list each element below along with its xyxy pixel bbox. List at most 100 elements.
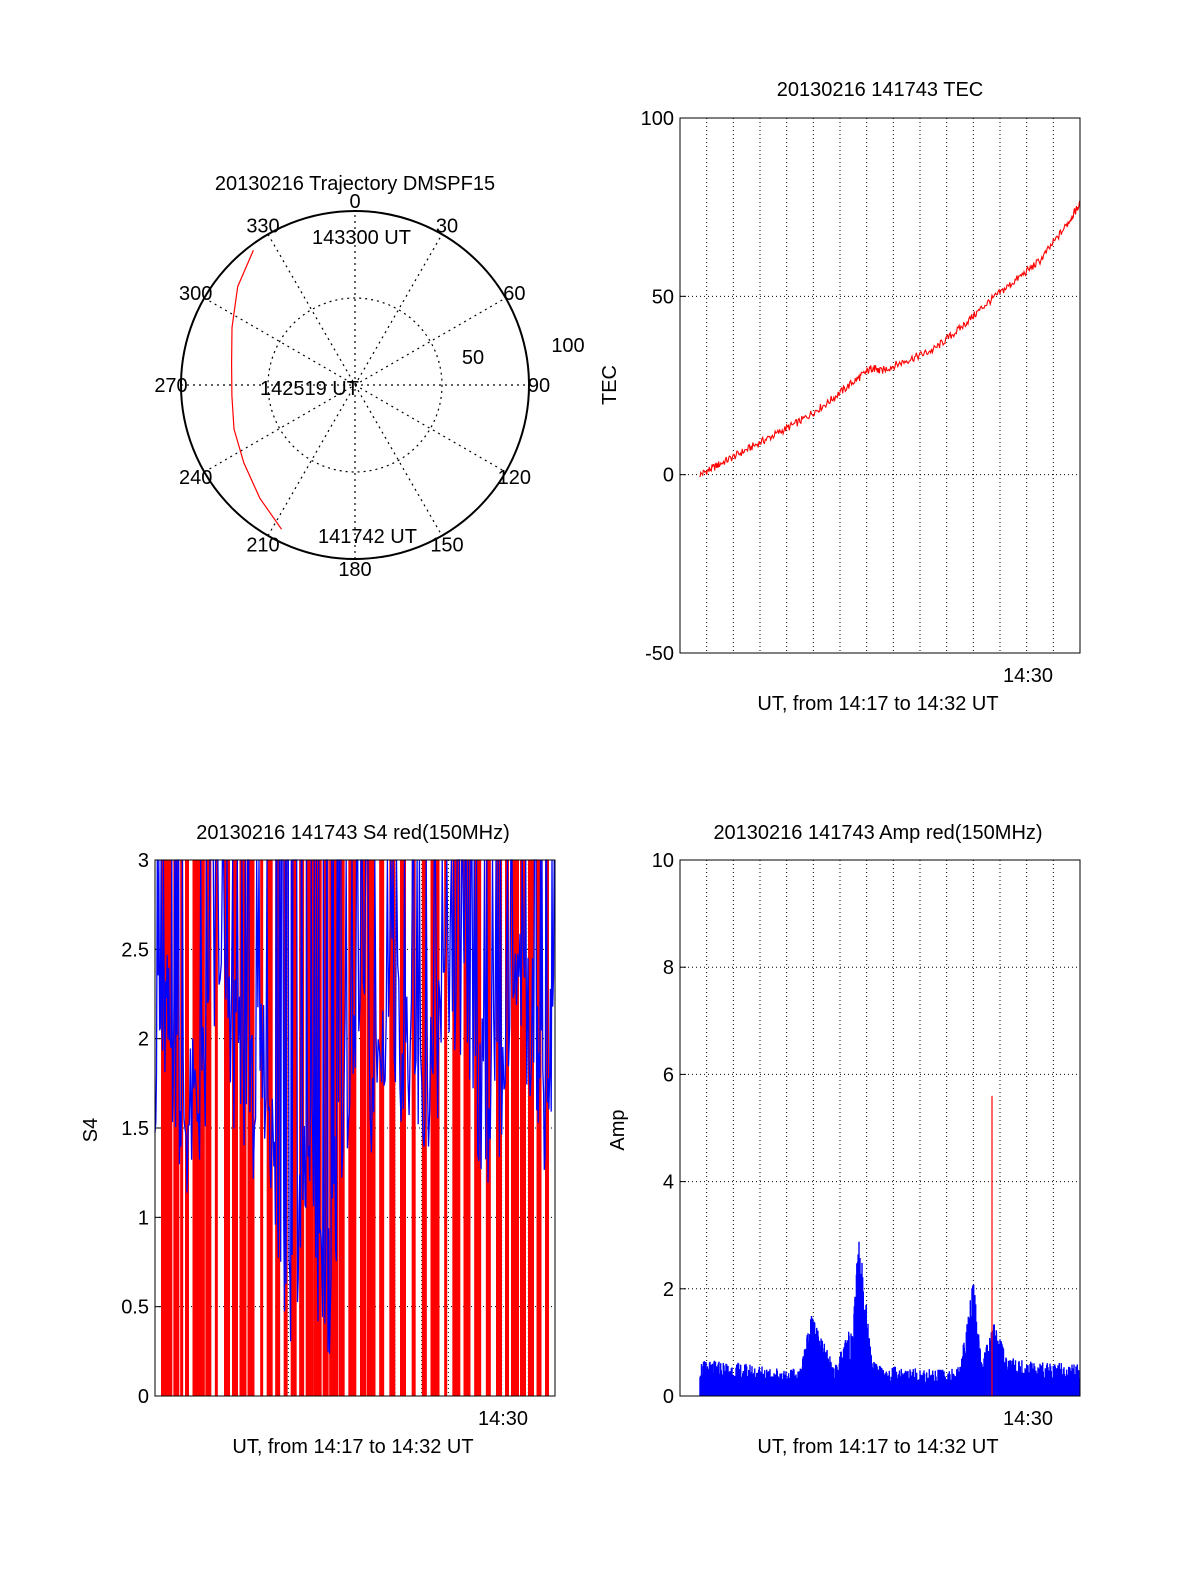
amp-plot-frame: [679, 859, 1081, 1397]
y-tick-label: 0.5: [121, 1297, 149, 1319]
s4-red-spike: [192, 860, 198, 1396]
azimuth-label: 180: [338, 559, 371, 581]
y-tick-label: 2: [138, 1029, 149, 1051]
y-tick-label: 3: [138, 850, 149, 872]
s4-red-spike: [505, 860, 509, 1396]
amp-title: 20130216 141743 Amp red(150MHz): [713, 822, 1042, 844]
trajectory-polar-plot: 20130216 Trajectory DMSPF15 0 30 60 90 120 15…: [154, 173, 584, 581]
s4-red-spike: [400, 860, 406, 1396]
amp-blue-trace: [699, 1241, 1080, 1396]
s4-red-spike: [205, 860, 212, 1396]
polar-inner-ring: [267, 297, 443, 473]
time-label-mid: 142519 UT: [260, 378, 359, 400]
s4-panel: 20130216 141743 S4 red(150MHz) 0 0.5 1 1.5 2…: [80, 822, 556, 1458]
y-tick-label: 100: [641, 108, 674, 130]
s4-title: 20130216 141743 S4 red(150MHz): [196, 822, 510, 844]
s4-red-spike: [239, 860, 247, 1396]
tec-plot-frame: [679, 117, 1081, 654]
amp-grid: [680, 859, 1080, 1397]
y-tick-label: 0: [663, 465, 674, 487]
amp-series: [699, 1095, 1080, 1396]
tec-panel: 20130216 141743 TEC -50 0 50 100 14:30 UT, …: [599, 79, 1081, 715]
s4-red-spike: [389, 860, 396, 1396]
y-tick-label: 2.5: [121, 939, 149, 961]
polar-azimuth-labels: 0 30 60 90 120 150 180 210 240 270 300 330: [154, 191, 550, 581]
s4-red-spike: [214, 860, 218, 1396]
s4-red-spike: [185, 860, 189, 1396]
s4-y-tick-labels: 0 0.5 1 1.5 2 2.5 3: [121, 850, 149, 1408]
s4-red-spike: [173, 860, 180, 1396]
polar-spoke: [267, 234, 443, 536]
tec-title: 20130216 141743 TEC: [777, 79, 983, 101]
s4-plot-frame: [154, 859, 556, 1397]
s4-red-spike: [444, 860, 448, 1396]
s4-red-spike: [260, 860, 264, 1396]
y-tick-label: 8: [663, 957, 674, 979]
s4-red-spike: [452, 860, 461, 1396]
y-tick-label: 0: [138, 1386, 149, 1408]
azimuth-label: 0: [349, 191, 360, 213]
azimuth-label: 300: [179, 283, 212, 305]
y-tick-label: 2: [663, 1279, 674, 1301]
tec-x-tick-label: 14:30: [1003, 665, 1053, 687]
azimuth-label: 30: [436, 216, 458, 238]
s4-red-spike: [247, 860, 255, 1396]
s4-red-spike: [164, 860, 173, 1396]
s4-xlabel: UT, from 14:17 to 14:32 UT: [232, 1436, 473, 1458]
polar-grid: [180, 210, 530, 560]
azimuth-label: 120: [498, 467, 531, 489]
azimuth-label: 90: [528, 375, 550, 397]
polar-title: 20130216 Trajectory DMSPF15: [215, 173, 495, 195]
s4-red-spike: [463, 860, 471, 1396]
time-label-start: 141742 UT: [318, 526, 417, 548]
amp-panel: 20130216 141743 Amp red(150MHz) 0246810 …: [607, 822, 1081, 1458]
polar-radial-label-100: 100: [551, 335, 584, 357]
tec-ylabel: TEC: [599, 365, 621, 405]
s4-red-spike: [360, 860, 366, 1396]
s4-red-spike: [536, 860, 542, 1396]
y-tick-label: 6: [663, 1064, 674, 1086]
trajectory-track: [230, 249, 282, 530]
tec-xlabel: UT, from 14:17 to 14:32 UT: [757, 693, 998, 715]
s4-series: [154, 859, 555, 1396]
y-tick-label: 0: [663, 1386, 674, 1408]
s4-red-spike: [430, 860, 440, 1396]
azimuth-label: 330: [246, 216, 279, 238]
s4-red-spike: [290, 860, 297, 1396]
y-tick-label: -50: [645, 643, 674, 665]
azimuth-label: 270: [154, 375, 187, 397]
amp-x-tick-label: 14:30: [1003, 1408, 1053, 1430]
azimuth-label: 60: [503, 283, 525, 305]
tec-line: [699, 200, 1081, 478]
amp-ylabel: Amp: [607, 1109, 629, 1150]
azimuth-label: 240: [179, 467, 212, 489]
tec-grid: [680, 117, 1080, 654]
s4-x-tick-label: 14:30: [478, 1408, 528, 1430]
s4-red-spike: [511, 860, 519, 1396]
amp-y-tick-labels: 0 2 4 6 8 10: [652, 850, 674, 1408]
y-tick-label: 50: [652, 286, 674, 308]
y-tick-label: 1.5: [121, 1118, 149, 1140]
tec-y-tick-labels: -50 0 50 100: [641, 108, 674, 665]
s4-red-spike: [379, 860, 385, 1396]
time-label-end: 143300 UT: [312, 227, 411, 249]
s4-red-spike: [348, 860, 357, 1396]
s4-red-spike: [545, 860, 549, 1396]
s4-red-spike: [528, 860, 534, 1396]
s4-red-spike: [224, 860, 230, 1396]
s4-red-spike: [232, 860, 238, 1396]
tec-series: [699, 200, 1081, 478]
y-tick-label: 4: [663, 1172, 674, 1194]
s4-red-spike: [520, 860, 526, 1396]
polar-radial-label-50: 50: [462, 347, 484, 369]
azimuth-label: 210: [246, 534, 279, 556]
s4-red-spike: [299, 860, 305, 1396]
amp-xlabel: UT, from 14:17 to 14:32 UT: [757, 1436, 998, 1458]
s4-ylabel: S4: [80, 1118, 102, 1142]
y-tick-label: 10: [652, 850, 674, 872]
s4-red-spike: [161, 860, 165, 1396]
s4-red-spike: [411, 860, 416, 1396]
y-tick-label: 1: [138, 1207, 149, 1229]
azimuth-label: 150: [430, 534, 463, 556]
